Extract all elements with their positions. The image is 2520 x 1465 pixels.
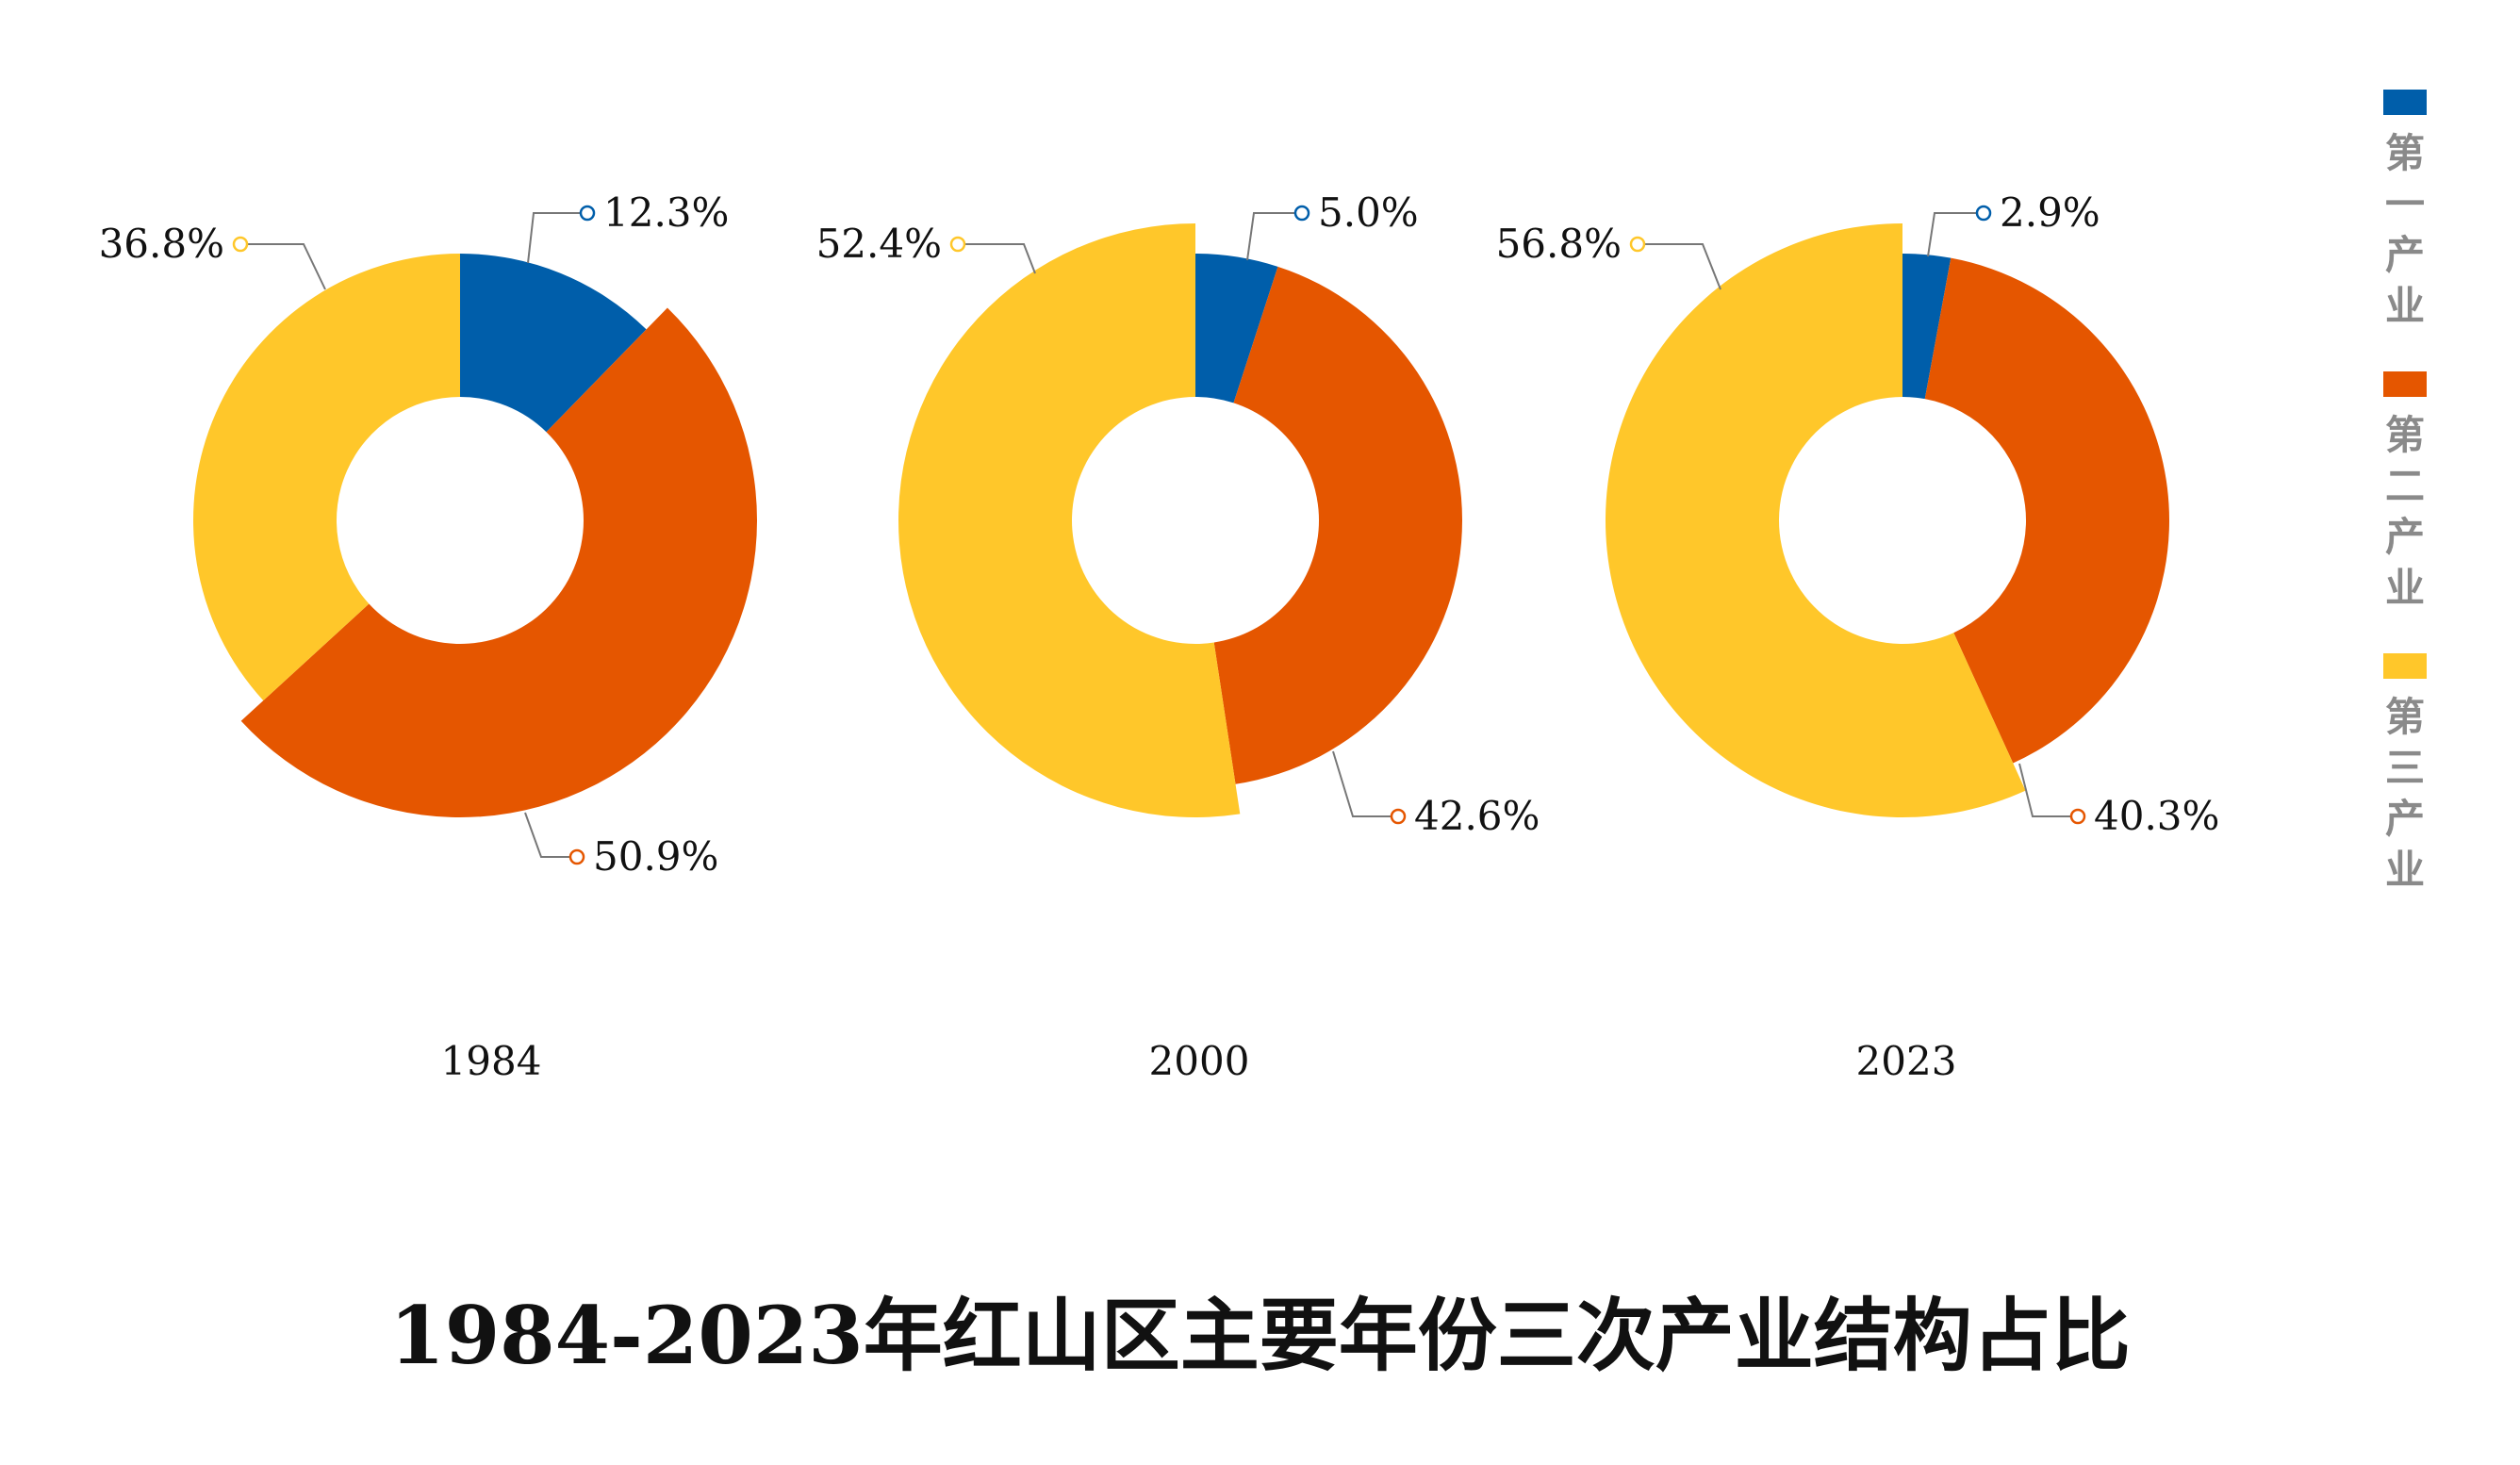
data-label-1984-tertiary: 36.8%: [99, 221, 224, 267]
data-label-2023-secondary: 40.3%: [2094, 793, 2219, 839]
leader-dot: [2069, 808, 2086, 825]
leader-dot: [949, 236, 966, 253]
slice-2023-secondary[interactable]: [1924, 257, 2169, 764]
legend-item-secondary[interactable]: 第二产业: [2383, 371, 2427, 614]
leader-dot: [579, 205, 596, 222]
legend-swatch: [2383, 653, 2427, 679]
legend-item-primary[interactable]: 第一产业: [2383, 90, 2427, 332]
leader-dot: [1293, 205, 1310, 222]
leader-line: [1644, 243, 1721, 290]
leader-line: [1927, 212, 1977, 257]
data-label-2000-secondary: 42.6%: [1414, 793, 1540, 839]
legend-item-tertiary[interactable]: 第三产业: [2383, 653, 2427, 896]
legend-label: 第三产业: [2384, 694, 2425, 893]
leader-dot: [232, 236, 249, 253]
data-label-1984-secondary: 50.9%: [593, 833, 718, 880]
legend-swatch: [2383, 371, 2427, 397]
leader-line: [527, 212, 581, 264]
year-label-2023: 2023: [1856, 1038, 1957, 1084]
slice-2023-tertiary[interactable]: [1606, 222, 2026, 818]
slice-1984-secondary[interactable]: [240, 307, 757, 817]
leader-line: [1332, 750, 1392, 817]
legend-swatch: [2383, 90, 2427, 115]
legend-label: 第一产业: [2384, 130, 2425, 329]
leader-dot: [568, 848, 585, 865]
leader-dot: [1629, 236, 1646, 253]
leader-line: [2018, 763, 2071, 817]
year-label-1984: 1984: [441, 1038, 542, 1084]
slice-1984-tertiary[interactable]: [193, 254, 461, 701]
slice-2000-secondary[interactable]: [1213, 266, 1462, 784]
leader-line: [524, 812, 570, 858]
leader-line: [247, 243, 326, 290]
slice-1984-primary[interactable]: [460, 254, 647, 433]
leader-line: [964, 243, 1036, 274]
slice-2023-primary[interactable]: [1902, 254, 1952, 400]
year-label-2000: 2000: [1149, 1038, 1250, 1084]
legend: 第一产业 第二产业 第三产业: [2383, 90, 2427, 935]
legend-label: 第二产业: [2384, 412, 2425, 611]
leader-dot: [1975, 205, 1992, 222]
data-label-2023-primary: 2.9%: [2000, 189, 2100, 236]
leader-line: [1246, 212, 1295, 261]
slice-2000-tertiary[interactable]: [898, 223, 1241, 818]
slice-2000-primary[interactable]: [1195, 254, 1278, 403]
chart-title: 1984-2023年红山区主要年份三次产业结构占比: [389, 1289, 2131, 1382]
data-label-2000-tertiary: 52.4%: [816, 221, 942, 267]
data-label-1984-primary: 12.3%: [603, 189, 729, 236]
data-label-2023-tertiary: 56.8%: [1496, 221, 1622, 267]
leader-dot: [1390, 808, 1407, 825]
data-label-2000-primary: 5.0%: [1318, 189, 1419, 236]
